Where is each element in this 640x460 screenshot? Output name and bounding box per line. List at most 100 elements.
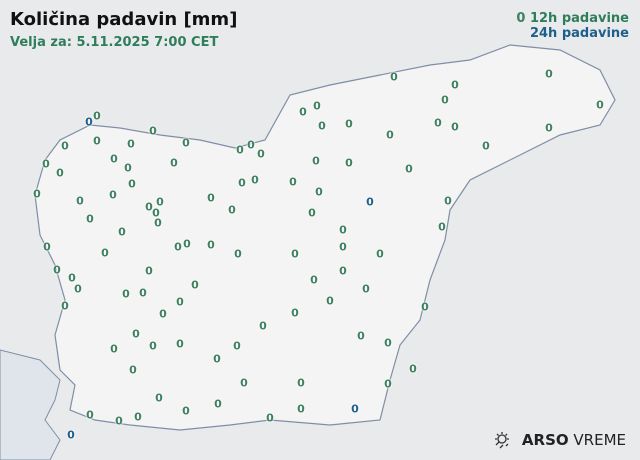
station-12h-value[interactable]: 0	[139, 286, 147, 300]
station-12h-value[interactable]: 0	[159, 307, 167, 321]
station-24h-value[interactable]: 0	[351, 402, 359, 416]
station-12h-value[interactable]: 0	[390, 70, 398, 84]
station-12h-value[interactable]: 0	[33, 187, 41, 201]
station-12h-value[interactable]: 0	[434, 116, 442, 130]
station-12h-value[interactable]: 0	[266, 411, 274, 425]
station-12h-value[interactable]: 0	[134, 410, 142, 424]
station-12h-value[interactable]: 0	[345, 117, 353, 131]
station-12h-value[interactable]: 0	[234, 247, 242, 261]
station-12h-value[interactable]: 0	[43, 240, 51, 254]
station-12h-value[interactable]: 0	[182, 136, 190, 150]
station-12h-value[interactable]: 0	[310, 273, 318, 287]
station-12h-value[interactable]: 0	[170, 156, 178, 170]
station-12h-value[interactable]: 0	[182, 404, 190, 418]
station-12h-value[interactable]: 0	[339, 264, 347, 278]
station-12h-value[interactable]: 0	[176, 337, 184, 351]
station-12h-value[interactable]: 0	[451, 120, 459, 134]
station-12h-value[interactable]: 0	[251, 173, 259, 187]
station-12h-value[interactable]: 0	[451, 78, 459, 92]
station-12h-value[interactable]: 0	[482, 139, 490, 153]
station-12h-value[interactable]: 0	[315, 185, 323, 199]
station-12h-value[interactable]: 0	[345, 156, 353, 170]
station-12h-value[interactable]: 0	[421, 300, 429, 314]
station-12h-value[interactable]: 0	[174, 240, 182, 254]
station-12h-value[interactable]: 0	[362, 282, 370, 296]
station-12h-value[interactable]: 0	[110, 152, 118, 166]
station-12h-value[interactable]: 0	[61, 299, 69, 313]
station-12h-value[interactable]: 0	[545, 67, 553, 81]
station-12h-value[interactable]: 0	[149, 124, 157, 138]
station-12h-value[interactable]: 0	[183, 237, 191, 251]
station-12h-value[interactable]: 0	[127, 137, 135, 151]
station-24h-value[interactable]: 0	[67, 428, 75, 442]
station-12h-value[interactable]: 0	[376, 247, 384, 261]
station-12h-value[interactable]: 0	[115, 414, 123, 428]
station-12h-value[interactable]: 0	[207, 191, 215, 205]
station-24h-value[interactable]: 0	[85, 115, 93, 129]
station-12h-value[interactable]: 0	[441, 93, 449, 107]
station-12h-value[interactable]: 0	[93, 109, 101, 123]
station-12h-value[interactable]: 0	[156, 195, 164, 209]
station-12h-value[interactable]: 0	[74, 282, 82, 296]
station-12h-value[interactable]: 0	[596, 98, 604, 112]
station-12h-value[interactable]: 0	[326, 294, 334, 308]
station-12h-value[interactable]: 0	[386, 128, 394, 142]
station-12h-value[interactable]: 0	[238, 176, 246, 190]
station-12h-value[interactable]: 0	[289, 175, 297, 189]
station-12h-value[interactable]: 0	[545, 121, 553, 135]
station-12h-value[interactable]: 0	[68, 271, 76, 285]
station-12h-value[interactable]: 0	[93, 134, 101, 148]
station-12h-value[interactable]: 0	[110, 342, 118, 356]
station-12h-value[interactable]: 0	[308, 206, 316, 220]
station-12h-value[interactable]: 0	[152, 206, 160, 220]
station-12h-value[interactable]: 0	[291, 306, 299, 320]
station-12h-value[interactable]: 0	[384, 377, 392, 391]
station-12h-value[interactable]: 0	[313, 99, 321, 113]
station-12h-value[interactable]: 0	[444, 194, 452, 208]
station-12h-value[interactable]: 0	[155, 391, 163, 405]
station-12h-value[interactable]: 0	[297, 376, 305, 390]
station-12h-value[interactable]: 0	[145, 200, 153, 214]
station-12h-value[interactable]: 0	[213, 352, 221, 366]
station-12h-value[interactable]: 0	[42, 157, 50, 171]
station-12h-value[interactable]: 0	[129, 363, 137, 377]
station-12h-value[interactable]: 0	[53, 263, 61, 277]
station-12h-value[interactable]: 0	[56, 166, 64, 180]
station-12h-value[interactable]: 0	[384, 336, 392, 350]
station-12h-value[interactable]: 0	[297, 402, 305, 416]
station-12h-value[interactable]: 0	[236, 143, 244, 157]
station-12h-value[interactable]: 0	[145, 264, 153, 278]
station-12h-value[interactable]: 0	[438, 220, 446, 234]
station-12h-value[interactable]: 0	[312, 154, 320, 168]
station-12h-value[interactable]: 0	[191, 278, 199, 292]
station-12h-value[interactable]: 0	[86, 212, 94, 226]
station-12h-value[interactable]: 0	[240, 376, 248, 390]
station-12h-value[interactable]: 0	[101, 246, 109, 260]
station-12h-value[interactable]: 0	[357, 329, 365, 343]
station-12h-value[interactable]: 0	[405, 162, 413, 176]
station-12h-value[interactable]: 0	[149, 339, 157, 353]
station-12h-value[interactable]: 0	[259, 319, 267, 333]
station-12h-value[interactable]: 0	[76, 194, 84, 208]
station-12h-value[interactable]: 0	[128, 177, 136, 191]
station-12h-value[interactable]: 0	[86, 408, 94, 422]
station-12h-value[interactable]: 0	[257, 147, 265, 161]
station-12h-value[interactable]: 0	[228, 203, 236, 217]
station-12h-value[interactable]: 0	[247, 138, 255, 152]
station-12h-value[interactable]: 0	[299, 105, 307, 119]
station-12h-value[interactable]: 0	[176, 295, 184, 309]
station-12h-value[interactable]: 0	[339, 240, 347, 254]
station-12h-value[interactable]: 0	[109, 188, 117, 202]
station-12h-value[interactable]: 0	[132, 327, 140, 341]
station-12h-value[interactable]: 0	[318, 119, 326, 133]
station-12h-value[interactable]: 0	[118, 225, 126, 239]
station-12h-value[interactable]: 0	[339, 223, 347, 237]
station-12h-value[interactable]: 0	[122, 287, 130, 301]
station-12h-value[interactable]: 0	[214, 397, 222, 411]
station-12h-value[interactable]: 0	[124, 161, 132, 175]
station-12h-value[interactable]: 0	[409, 362, 417, 376]
station-12h-value[interactable]: 0	[207, 238, 215, 252]
station-12h-value[interactable]: 0	[61, 139, 69, 153]
station-12h-value[interactable]: 0	[291, 247, 299, 261]
station-12h-value[interactable]: 0	[154, 216, 162, 230]
